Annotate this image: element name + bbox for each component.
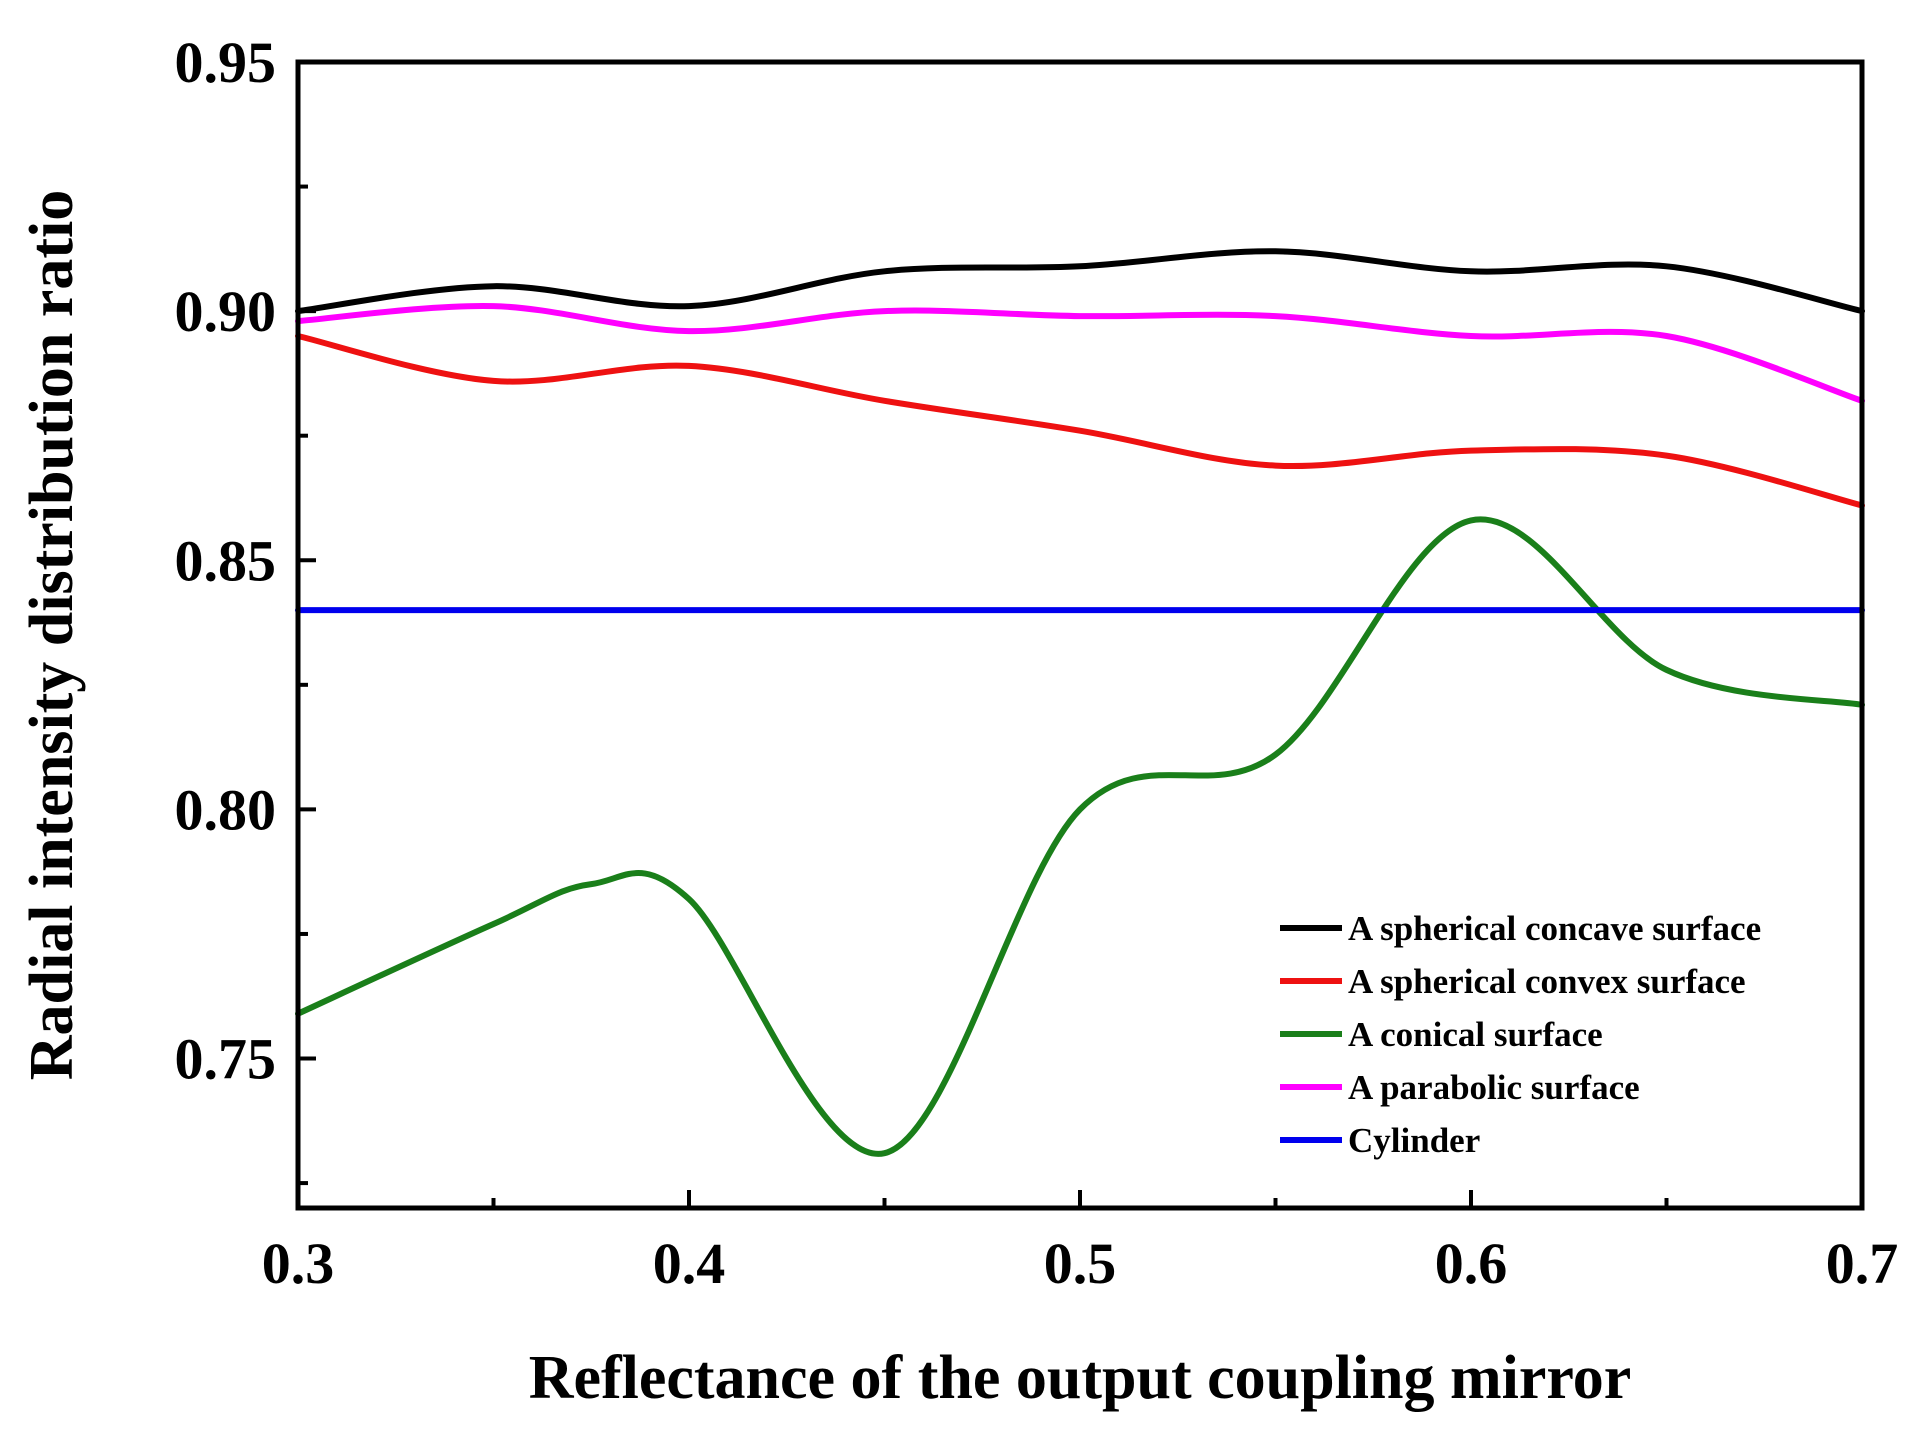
x-axis-title: Reflectance of the output coupling mirro… bbox=[529, 1344, 1632, 1412]
x-axis: 0.3 0.4 0.5 0.6 0.7 bbox=[262, 1190, 1899, 1296]
legend-label-a-spherical-convex-surface: A spherical convex surface bbox=[1348, 962, 1746, 1001]
series-layer bbox=[295, 248, 1865, 1157]
plot-frame bbox=[295, 59, 1865, 1211]
legend-label-cylinder: Cylinder bbox=[1348, 1121, 1480, 1160]
series-line-a-conical-surface bbox=[295, 516, 1865, 1157]
legend-label-a-conical-surface: A conical surface bbox=[1348, 1015, 1603, 1054]
y-tick-label: 0.95 bbox=[175, 30, 277, 95]
y-tick-label: 0.80 bbox=[175, 777, 277, 842]
legend-label-a-parabolic-surface: A parabolic surface bbox=[1348, 1068, 1640, 1107]
y-axis-title: Radial intensity distribution ratio bbox=[18, 190, 86, 1081]
y-tick-label: 0.85 bbox=[175, 528, 277, 593]
y-tick-label: 0.75 bbox=[175, 1027, 277, 1092]
x-tick-label: 0.5 bbox=[1044, 1231, 1117, 1296]
y-tick-label: 0.90 bbox=[175, 279, 277, 344]
legend: A spherical concave surface A spherical c… bbox=[1280, 909, 1761, 1160]
series-line-a-spherical-concave-surface bbox=[295, 248, 1865, 315]
x-tick-label: 0.7 bbox=[1826, 1231, 1899, 1296]
x-tick-label: 0.4 bbox=[653, 1231, 726, 1296]
y-axis: 0.75 0.80 0.85 0.90 0.95 bbox=[175, 30, 316, 1186]
legend-label-a-spherical-concave-surface: A spherical concave surface bbox=[1348, 909, 1761, 948]
x-tick-label: 0.3 bbox=[262, 1231, 335, 1296]
series-line-a-spherical-convex-surface bbox=[295, 333, 1865, 509]
series-line-a-parabolic-surface bbox=[295, 302, 1865, 404]
x-tick-label: 0.6 bbox=[1435, 1231, 1508, 1296]
